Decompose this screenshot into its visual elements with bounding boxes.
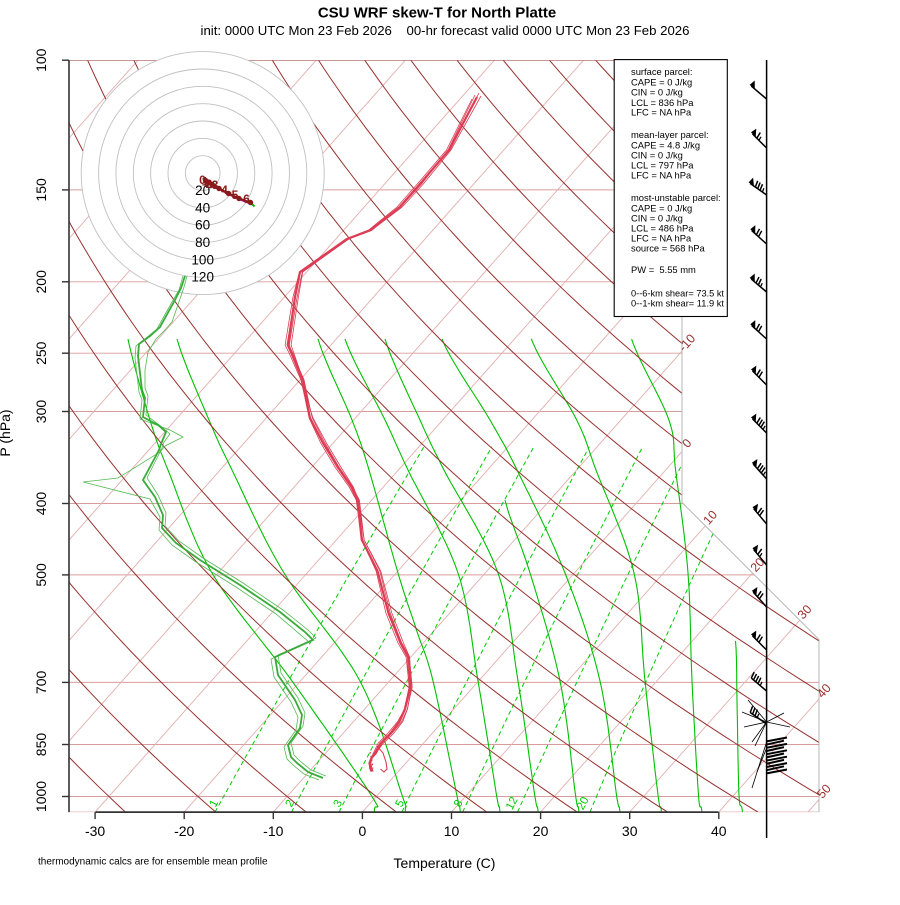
svg-text:4: 4 <box>221 183 228 197</box>
svg-text:30: 30 <box>622 823 638 839</box>
svg-text:Temperature (C): Temperature (C) <box>394 855 496 871</box>
svg-text:60: 60 <box>195 218 210 233</box>
svg-text:400: 400 <box>33 492 49 516</box>
svg-text:-20: -20 <box>174 823 194 839</box>
svg-text:250: 250 <box>33 341 49 365</box>
svg-text:40: 40 <box>711 823 727 839</box>
svg-text:100: 100 <box>33 48 49 72</box>
svg-text:LFC = NA hPa: LFC = NA hPa <box>631 107 692 118</box>
svg-text:surface parcel:: surface parcel: <box>631 66 693 77</box>
svg-text:-30: -30 <box>85 823 105 839</box>
svg-text:150: 150 <box>33 178 49 202</box>
svg-text:40: 40 <box>195 200 210 215</box>
svg-text:6: 6 <box>243 192 250 206</box>
svg-text:thermodynamic calcs are for en: thermodynamic calcs are for ensemble mea… <box>38 857 268 868</box>
svg-text:200: 200 <box>33 270 49 294</box>
svg-text:10: 10 <box>444 823 460 839</box>
svg-text:0: 0 <box>359 823 367 839</box>
svg-text:5: 5 <box>232 188 239 202</box>
svg-text:120: 120 <box>191 270 214 285</box>
svg-text:CSU WRF skew-T for North Platt: CSU WRF skew-T for North Platte <box>318 5 556 22</box>
svg-text:500: 500 <box>33 563 49 587</box>
svg-text:PW = 5.55 mm: PW = 5.55 mm <box>631 264 696 275</box>
svg-text:1000: 1000 <box>33 781 49 812</box>
svg-text:0--1-km shear= 11.9 kt: 0--1-km shear= 11.9 kt <box>631 298 724 309</box>
svg-text:-10: -10 <box>263 823 283 839</box>
svg-text:init: 0000 UTC Mon 23 Feb 2026: init: 0000 UTC Mon 23 Feb 2026 00-hr for… <box>201 23 690 38</box>
svg-text:LFC = NA hPa: LFC = NA hPa <box>631 170 692 181</box>
svg-text:700: 700 <box>33 671 49 695</box>
svg-text:100: 100 <box>191 252 214 267</box>
svg-text:3: 3 <box>212 178 219 192</box>
svg-text:P (hPa): P (hPa) <box>0 409 13 456</box>
svg-text:20: 20 <box>533 823 549 839</box>
svg-text:source = 568 hPa: source = 568 hPa <box>631 243 706 254</box>
svg-text:300: 300 <box>33 400 49 424</box>
svg-text:80: 80 <box>195 235 210 250</box>
svg-text:850: 850 <box>33 733 49 757</box>
